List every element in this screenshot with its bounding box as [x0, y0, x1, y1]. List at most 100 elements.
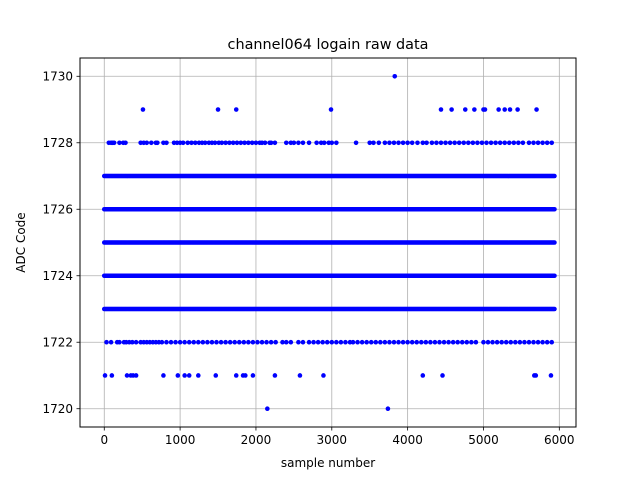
data-point	[192, 140, 198, 146]
data-point	[102, 373, 108, 378]
data-point	[461, 140, 467, 146]
data-point	[533, 373, 539, 378]
data-point	[438, 107, 444, 112]
x-tick-label: 4000	[392, 433, 423, 447]
data-point	[300, 339, 306, 345]
data-point	[180, 140, 186, 146]
data-point	[140, 107, 146, 112]
data-point	[502, 140, 508, 146]
data-point	[515, 107, 520, 112]
data-point	[513, 339, 518, 345]
data-point	[531, 339, 536, 345]
data-point	[540, 140, 545, 146]
y-tick-label: 1724	[42, 269, 73, 283]
data-point	[177, 339, 183, 345]
data-point	[552, 206, 557, 212]
data-point	[241, 339, 247, 345]
y-tick-label: 1728	[42, 136, 73, 150]
data-point	[432, 339, 438, 345]
data-point	[502, 107, 508, 112]
data-point	[209, 339, 215, 345]
data-point	[283, 339, 289, 345]
data-point	[552, 240, 557, 245]
data-point	[418, 339, 424, 345]
data-point	[117, 339, 122, 345]
data-point	[144, 140, 150, 146]
data-point	[219, 140, 225, 146]
data-point	[306, 339, 312, 345]
data-point	[173, 339, 178, 345]
y-tick-label: 1726	[42, 203, 73, 217]
x-axis-label: sample number	[281, 456, 375, 470]
data-point	[400, 140, 406, 146]
data-point	[475, 140, 480, 146]
data-point	[291, 140, 297, 146]
data-points	[101, 73, 557, 412]
data-point	[466, 140, 471, 146]
data-point	[441, 339, 447, 345]
data-point	[334, 339, 339, 345]
data-point	[385, 406, 391, 412]
data-point	[446, 339, 451, 345]
y-tick-label: 1730	[42, 70, 73, 84]
data-point	[268, 339, 274, 345]
data-point	[459, 339, 465, 345]
data-point	[306, 140, 312, 146]
data-point	[182, 373, 187, 378]
data-point	[499, 339, 504, 345]
data-point	[456, 140, 462, 146]
data-point	[506, 140, 512, 146]
data-point	[382, 140, 388, 146]
data-point	[517, 339, 523, 345]
y-tick-label: 1722	[42, 336, 73, 350]
data-point	[283, 140, 289, 146]
data-point	[227, 140, 232, 146]
data-point	[189, 140, 194, 146]
data-point	[205, 339, 210, 345]
data-point	[552, 273, 557, 279]
data-point	[359, 339, 365, 345]
data-point	[321, 373, 326, 378]
data-point	[440, 373, 445, 378]
data-point	[503, 339, 509, 345]
data-point	[104, 339, 109, 345]
data-point	[214, 339, 219, 345]
data-point	[534, 107, 539, 112]
data-point	[405, 140, 410, 146]
x-tick-label: 1000	[165, 433, 196, 447]
data-point	[329, 140, 335, 146]
data-point	[265, 406, 270, 412]
data-point	[168, 339, 174, 345]
data-point	[212, 140, 218, 146]
data-point	[469, 339, 474, 345]
data-point	[175, 373, 181, 378]
data-point	[367, 140, 373, 146]
data-point	[434, 140, 439, 146]
data-point	[185, 140, 190, 146]
data-point	[186, 339, 192, 345]
data-point	[324, 339, 330, 345]
data-point	[161, 373, 166, 378]
data-point	[338, 339, 344, 345]
data-point	[544, 140, 550, 146]
data-point	[423, 339, 429, 345]
data-point	[159, 339, 165, 345]
data-point	[236, 339, 242, 345]
x-tick-label: 2000	[241, 433, 272, 447]
data-point	[479, 140, 485, 146]
data-point	[117, 140, 122, 146]
data-point	[250, 339, 256, 345]
data-point	[447, 140, 453, 146]
data-point	[243, 373, 248, 378]
data-point	[429, 140, 435, 146]
data-point	[522, 339, 527, 345]
data-point	[353, 140, 359, 146]
plot-frame	[79, 57, 577, 428]
y-axis-ticks: 1720 1722 1724 1726 1728 1730	[42, 70, 80, 416]
y-axis-label: ADC Code	[14, 212, 28, 272]
data-point	[391, 339, 397, 345]
data-point	[420, 373, 426, 378]
data-point	[552, 306, 557, 312]
data-point	[249, 140, 255, 146]
